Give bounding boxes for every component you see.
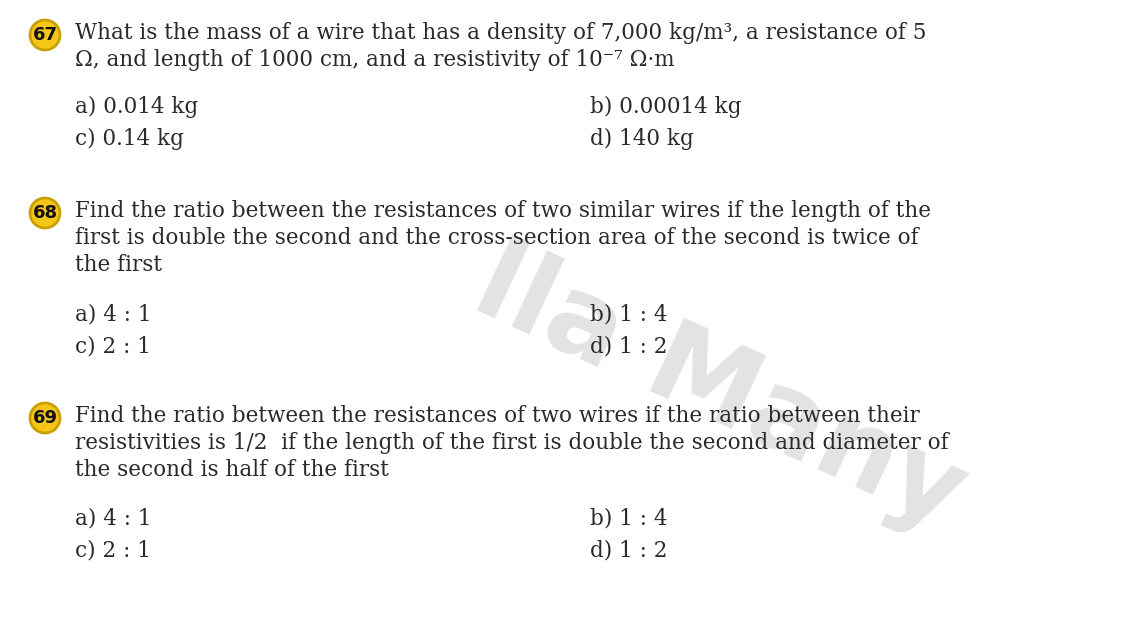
Text: c) 2 : 1: c) 2 : 1 [75, 540, 151, 562]
Text: b) 1 : 4: b) 1 : 4 [590, 303, 667, 325]
Text: the second is half of the first: the second is half of the first [75, 459, 388, 481]
Text: 69: 69 [33, 409, 58, 427]
Text: lla Many: lla Many [458, 230, 982, 550]
Text: 67: 67 [33, 26, 58, 44]
Text: first is double the second and the cross-section area of the second is twice of: first is double the second and the cross… [75, 227, 919, 249]
Text: Find the ratio between the resistances of two wires if the ratio between their: Find the ratio between the resistances o… [75, 405, 920, 427]
Text: resistivities is 1/2  if the length of the first is double the second and diamet: resistivities is 1/2 if the length of th… [75, 432, 948, 454]
Text: a) 4 : 1: a) 4 : 1 [75, 508, 151, 530]
Circle shape [30, 20, 60, 50]
Text: c) 2 : 1: c) 2 : 1 [75, 335, 151, 357]
Text: a) 0.014 kg: a) 0.014 kg [75, 96, 199, 118]
Text: the first: the first [75, 254, 161, 276]
Text: 68: 68 [33, 204, 58, 222]
Text: Ω, and length of 1000 cm, and a resistivity of 10⁻⁷ Ω·m: Ω, and length of 1000 cm, and a resistiv… [75, 49, 675, 71]
Text: Find the ratio between the resistances of two similar wires if the length of the: Find the ratio between the resistances o… [75, 200, 931, 222]
Text: d) 1 : 2: d) 1 : 2 [590, 335, 667, 357]
Text: a) 4 : 1: a) 4 : 1 [75, 303, 151, 325]
Circle shape [30, 198, 60, 228]
Text: d) 140 kg: d) 140 kg [590, 128, 694, 150]
Text: d) 1 : 2: d) 1 : 2 [590, 540, 667, 562]
Text: c) 0.14 kg: c) 0.14 kg [75, 128, 184, 150]
Circle shape [30, 403, 60, 433]
Text: b) 1 : 4: b) 1 : 4 [590, 508, 667, 530]
Text: b) 0.00014 kg: b) 0.00014 kg [590, 96, 742, 118]
Text: What is the mass of a wire that has a density of 7,000 kg/m³, a resistance of 5: What is the mass of a wire that has a de… [75, 22, 927, 44]
